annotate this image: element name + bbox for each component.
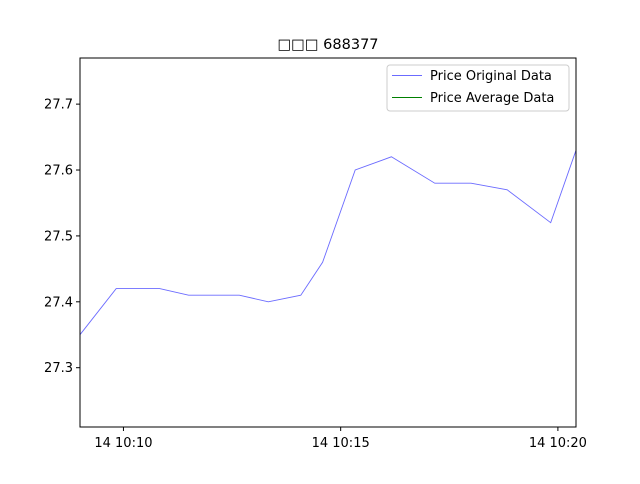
y-tick-label: 27.3: [44, 361, 73, 376]
legend-box: [386, 64, 570, 112]
plot-layer: [79, 150, 577, 335]
legend-label-average: Price Average Data: [430, 91, 554, 106]
x-tick-label: 14 10:20: [529, 436, 587, 451]
x-tick-label: 14 10:10: [94, 436, 152, 451]
axes-layer: 27.3 27.4 27.5 27.6 27.7 14 10:10 14 10:15 14 1…: [44, 98, 587, 451]
y-tick-label: 27.4: [44, 295, 73, 310]
y-tick-label: 27.6: [44, 164, 73, 179]
plot-frame: [79, 57, 577, 428]
y-tick-label: 27.5: [44, 229, 73, 244]
legend: Price Original Data Price Average Data: [386, 64, 570, 112]
chart-title: □□□ 688377: [277, 37, 378, 53]
x-tick-label: 14 10:15: [312, 436, 370, 451]
legend-label-original: Price Original Data: [430, 69, 552, 84]
series-line-price-original-data: [79, 150, 577, 335]
y-tick-label: 27.7: [44, 98, 73, 113]
